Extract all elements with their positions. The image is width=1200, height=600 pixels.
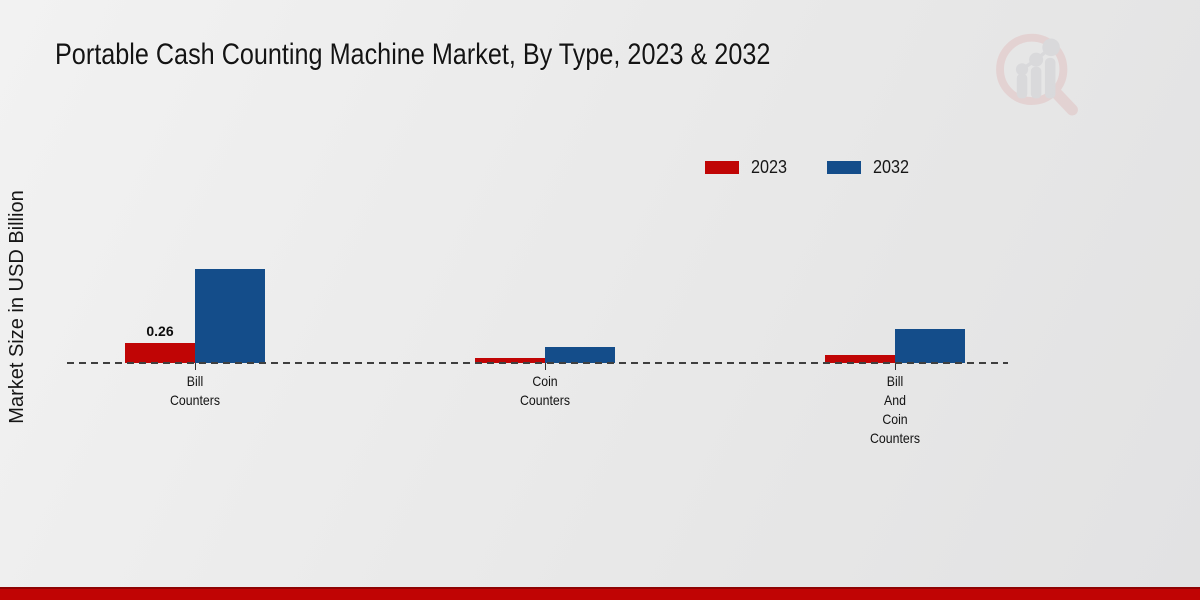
legend-item-2032: 2032: [827, 157, 913, 178]
bottom-red-band: [0, 587, 1200, 600]
bar-2023-bill-and-coin-counters: [825, 355, 895, 363]
bar-value-label-2023-bill-counters: 0.26: [146, 323, 174, 339]
category-label-bill-and-coin-counters: Bill And Coin Counters: [870, 373, 920, 446]
bar-2023-bill-counters: [125, 343, 195, 363]
legend-label-2032: 2032: [873, 157, 910, 177]
bar-2032-coin-counters: [545, 347, 615, 363]
x-axis-tick-bill-and-coin-counters: [895, 363, 896, 370]
legend-label-2023: 2023: [751, 157, 788, 177]
x-axis-tick-coin-counters: [545, 363, 546, 370]
x-axis-tick-bill-counters: [195, 363, 196, 370]
legend-swatch-2032: [827, 161, 862, 174]
category-label-bill-counters: Bill Counters: [170, 373, 220, 408]
legend-item-2023: 2023: [705, 157, 791, 178]
magnifier-bar-chart-logo-icon: [996, 33, 1078, 116]
category-label-coin-counters: Coin Counters: [520, 373, 570, 408]
chart-title: Portable Cash Counting Machine Market, B…: [55, 38, 771, 71]
bar-2023-coin-counters: [475, 358, 545, 363]
legend-swatch-2023: [705, 161, 739, 174]
bar-2032-bill-counters: [195, 269, 265, 363]
x-axis-dashed-baseline: [67, 362, 1008, 364]
bar-2032-bill-and-coin-counters: [895, 329, 965, 363]
legend: 2023 2032: [705, 157, 913, 178]
